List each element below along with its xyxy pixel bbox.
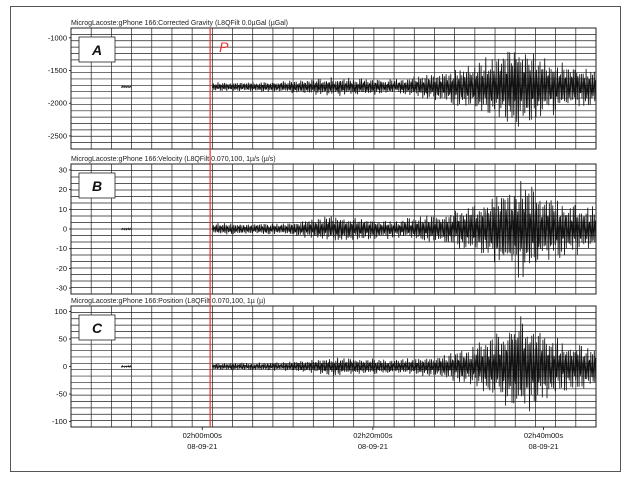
x-tick-time: 02h20m00s (353, 431, 392, 440)
panel-B-letter: B (92, 178, 102, 194)
y-tick-label: -1000 (48, 33, 67, 42)
panel-C-letter-box (78, 314, 116, 341)
y-tick-label: -100 (52, 417, 67, 426)
y-tick-label: -10 (56, 244, 67, 253)
y-tick-label: -20 (56, 264, 67, 273)
y-tick-label: -1500 (48, 66, 67, 75)
panel-A-trace (120, 51, 597, 127)
y-tick-label: 20 (59, 185, 67, 194)
y-tick-label: 10 (59, 205, 67, 214)
panel-C-letter: C (92, 320, 103, 336)
panel-C-trace (120, 316, 597, 412)
panel-B-title: MicrogLacoste:gPhone 166:Velocity (L8QFi… (71, 156, 276, 163)
panel-B-letter-box (78, 172, 116, 199)
y-tick-label: -50 (56, 390, 67, 399)
panel-B-trace (120, 180, 597, 278)
y-tick-label: 50 (59, 335, 67, 344)
x-tick-date: 08-09-21 (528, 442, 558, 451)
y-tick-label: 30 (59, 165, 67, 174)
x-tick-time: 02h40m00s (524, 431, 563, 440)
y-tick-label: 100 (54, 307, 67, 316)
y-tick-label: 0 (63, 225, 67, 234)
panel-A-letter-box (78, 36, 116, 63)
figure-frame: MicrogLacoste:gPhone 166:Corrected Gravi… (10, 6, 621, 472)
x-tick-date: 08-09-21 (187, 442, 217, 451)
seismogram-chart: MicrogLacoste:gPhone 166:Corrected Gravi… (48, 20, 597, 451)
p-wave-label: P (219, 39, 229, 55)
y-tick-label: 0 (63, 362, 67, 371)
y-tick-label: -2000 (48, 99, 67, 108)
panel-A-title: MicrogLacoste:gPhone 166:Corrected Gravi… (71, 20, 288, 27)
y-tick-label: -30 (56, 284, 67, 293)
panel-A-letter: A (91, 42, 102, 58)
panel-C-title: MicrogLacoste:gPhone 166:Position (L8QFi… (71, 298, 265, 305)
x-tick-time: 02h00m00s (183, 431, 222, 440)
y-tick-label: -2500 (48, 131, 67, 140)
x-tick-date: 08-09-21 (358, 442, 388, 451)
